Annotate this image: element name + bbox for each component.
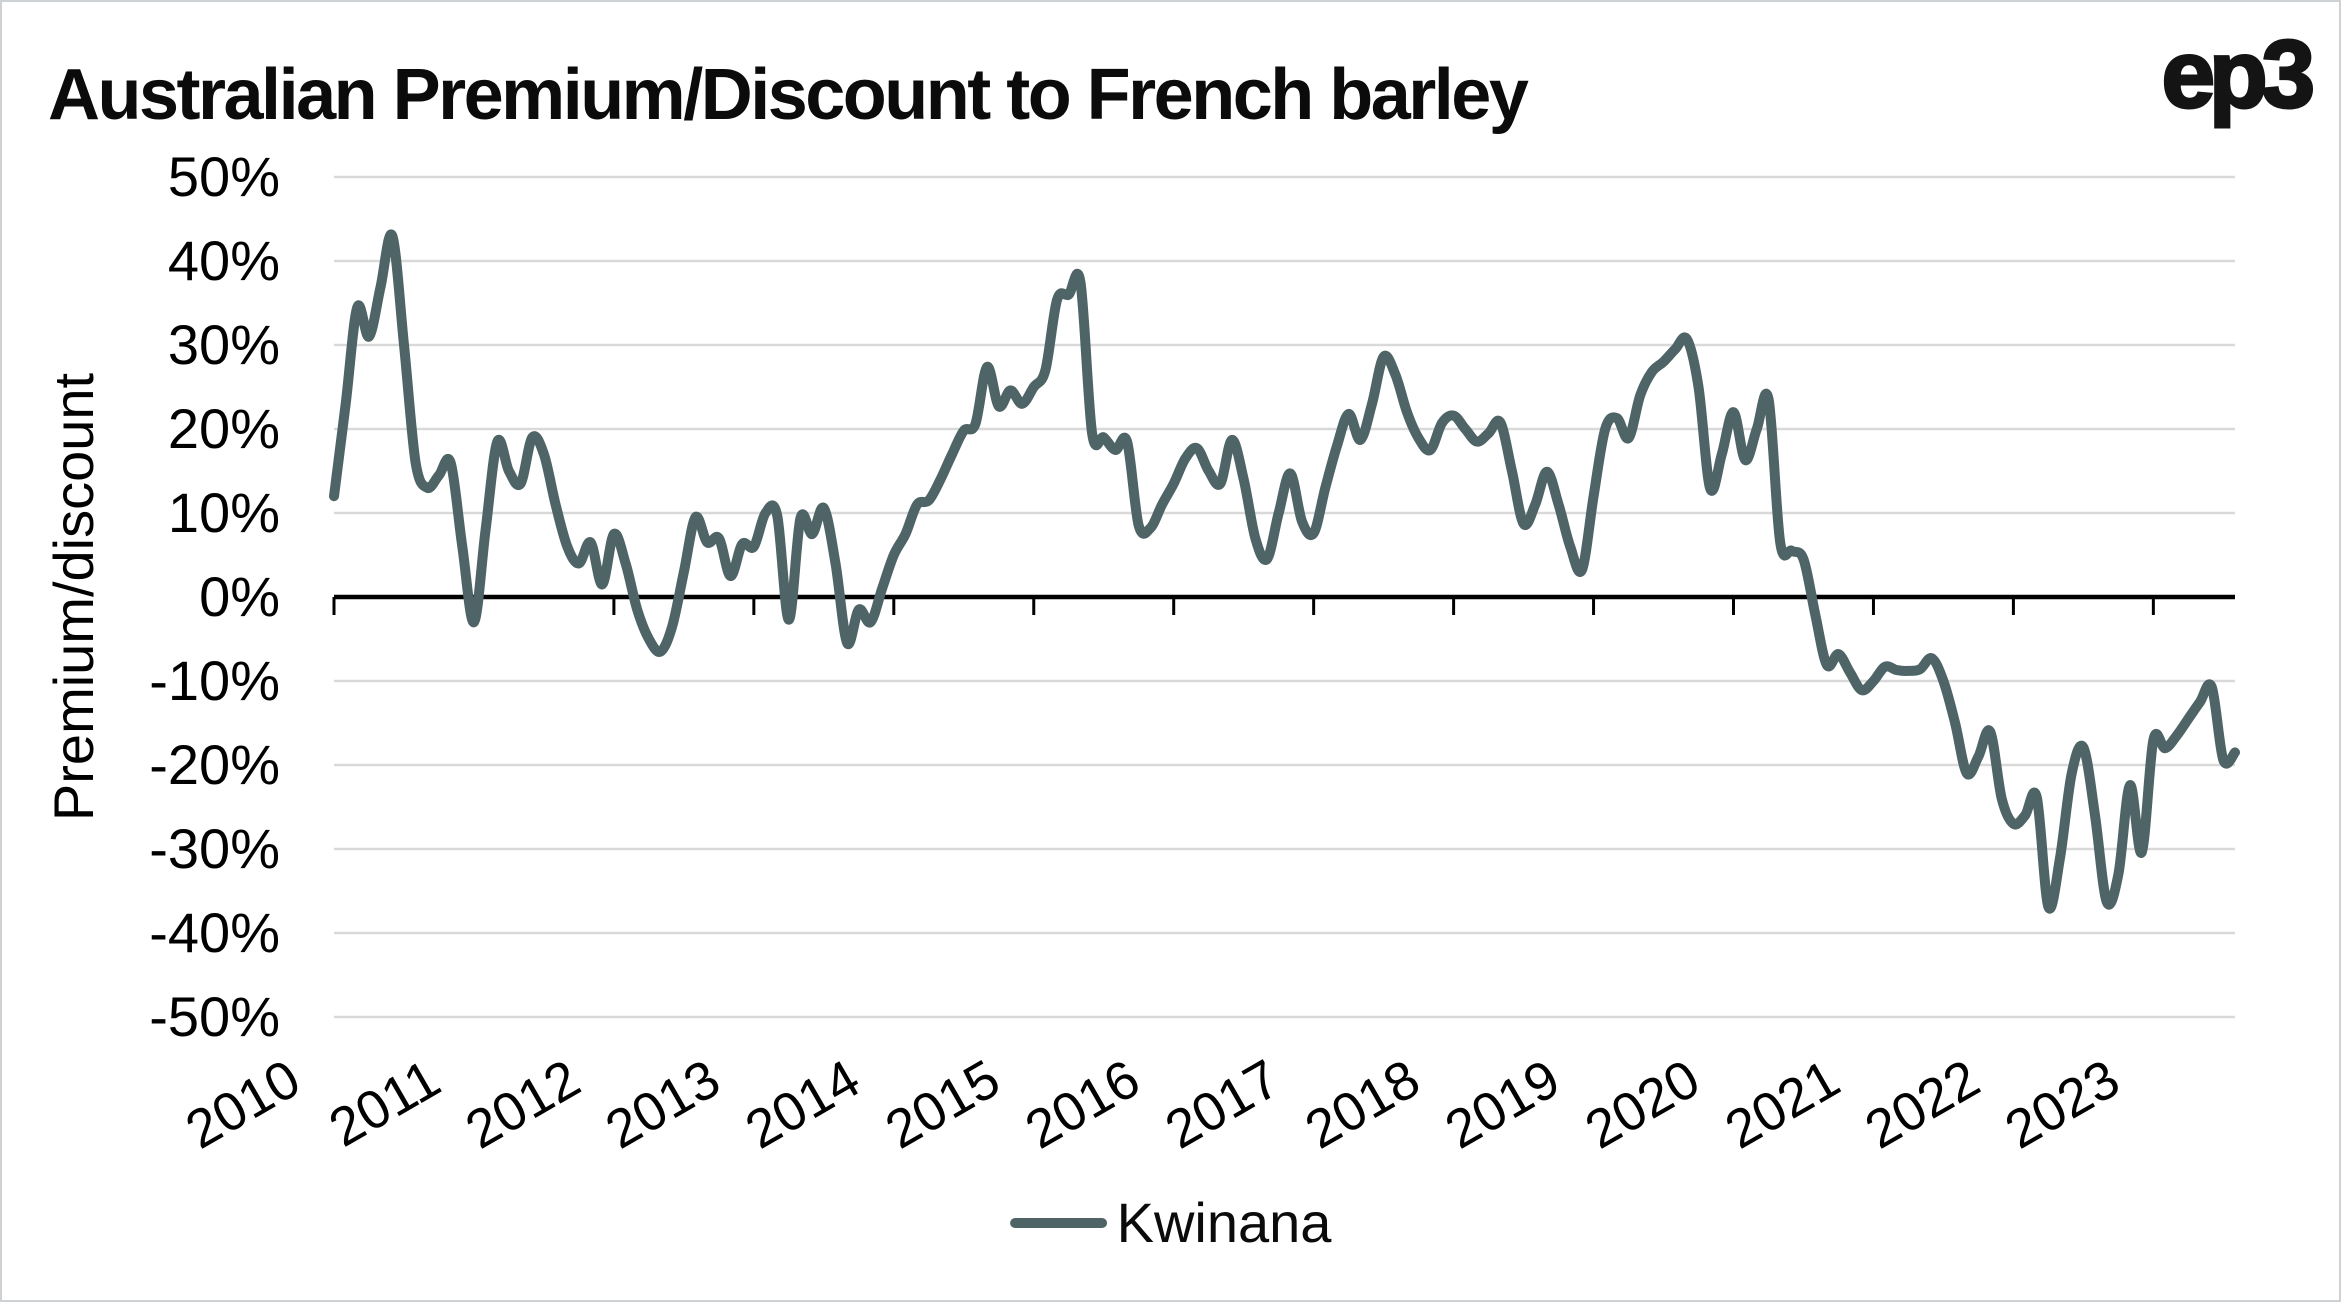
- y-axis-tick-label: 0%: [199, 565, 280, 628]
- y-axis-tick-label: -40%: [149, 901, 280, 964]
- y-axis-tick-label: -10%: [149, 649, 280, 712]
- y-axis-tick-label: -20%: [149, 733, 280, 796]
- kwinana-series-line: [329, 229, 2240, 914]
- y-axis-tick-label: 30%: [168, 313, 280, 376]
- x-axis-tick-label: 2011: [319, 1048, 450, 1158]
- x-axis-tick-label: 2012: [456, 1048, 590, 1160]
- y-axis-tick-label: 10%: [168, 481, 280, 544]
- x-axis-tick-label: 2010: [176, 1048, 310, 1160]
- x-axis-tick-label: 2019: [1436, 1048, 1570, 1160]
- x-axis-tick-label: 2016: [1016, 1048, 1150, 1160]
- y-axis-tick-label: -50%: [149, 985, 280, 1048]
- x-axis-tick-label: 2020: [1575, 1048, 1709, 1160]
- y-axis-tick-label: -30%: [149, 817, 280, 880]
- ep3-brand-logo: ep3: [2160, 20, 2316, 130]
- page-title: Australian Premium/Discount to French ba…: [48, 55, 1529, 135]
- legend: Kwinana: [1009, 1190, 1332, 1255]
- legend-line-swatch: [1009, 1217, 1107, 1228]
- y-axis-title: Premium/discount: [42, 372, 105, 821]
- x-axis-tick-label: 2017: [1156, 1048, 1290, 1160]
- x-axis-tick-label: 2018: [1296, 1048, 1430, 1160]
- x-axis-tick-label: 2022: [1855, 1048, 1989, 1160]
- y-axis-tick-label: 40%: [168, 229, 280, 292]
- x-axis-tick-label: 2013: [596, 1048, 730, 1160]
- x-axis-tick-label: 2021: [1715, 1048, 1849, 1160]
- x-axis-tick-label: 2023: [1995, 1048, 2129, 1160]
- x-axis-tick-label: 2014: [736, 1048, 870, 1160]
- y-axis-tick-label: 20%: [168, 397, 280, 460]
- legend-series-label: Kwinana: [1116, 1191, 1332, 1254]
- y-axis-tick-label: 50%: [168, 145, 280, 208]
- x-axis-tick-label: 2015: [876, 1048, 1010, 1160]
